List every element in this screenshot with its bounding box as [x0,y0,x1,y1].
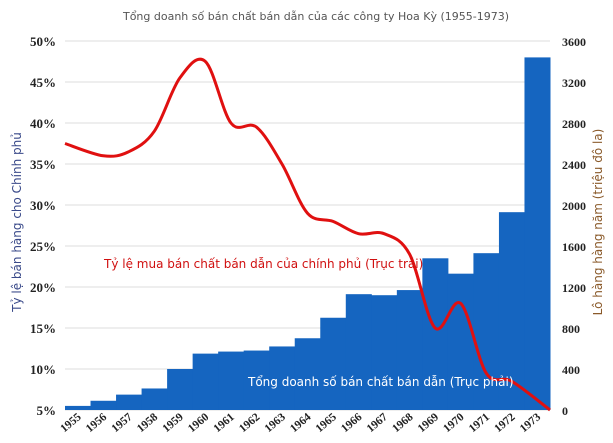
right-axis-label: Lô hàng hàng năm (triệu đô la) [591,129,605,316]
bar-1968 [396,290,423,410]
right-tick-label: 2800 [562,117,586,131]
x-tick-label: 1965 [314,411,340,435]
x-tick-label: 1960 [186,411,212,435]
x-tick-label: 1956 [84,411,110,435]
right-tick-label: 2000 [562,199,586,213]
left-tick-label: 40% [30,116,56,131]
right-axis-ticks: 0 400 800 1200 1600 2000 2400 2800 3200 3600 [562,35,586,418]
government-share-line [64,57,551,412]
x-tick-label: 1964 [288,411,314,435]
bar-1958 [141,388,168,410]
right-tick-label: 1600 [562,240,586,254]
bar-1972 [498,212,525,410]
x-tick-label: 1971 [467,411,493,435]
chart-title: Tổng doanh số bán chất bán dẫn của các c… [122,10,509,23]
bar-1963 [269,346,296,410]
x-tick-label: 1967 [365,411,391,435]
bar-1966 [345,294,372,410]
bar-1961 [218,351,245,410]
left-tick-label: 25% [30,239,56,254]
bar-1965 [320,317,347,410]
left-axis-ticks: 5% 10% 15% 20% 25% 30% 35% 40% 45% 50% [30,34,56,418]
bar-annotation: Tổng doanh số bán chất bán dẫn (Trục phả… [247,375,514,389]
x-tick-label: 1968 [390,411,416,435]
bar-1971 [473,253,500,410]
x-tick-label: 1973 [518,411,544,435]
left-tick-label: 5% [37,403,57,418]
left-tick-label: 30% [30,198,56,213]
x-tick-label: 1955 [58,411,84,435]
right-tick-label: 3600 [562,35,586,49]
right-tick-label: 0 [562,404,568,418]
grid-lines [65,40,550,411]
bar-1956 [90,400,117,410]
bar-1964 [294,338,321,410]
bar-1959 [167,369,194,410]
bar-1973 [524,57,551,411]
line-series [64,57,551,412]
left-tick-label: 45% [30,75,56,90]
left-tick-label: 35% [30,157,56,172]
x-tick-label: 1957 [109,411,135,435]
bar-1955 [65,405,92,410]
right-tick-label: 1200 [562,281,586,295]
x-tick-label: 1970 [441,411,467,435]
x-tick-label: 1963 [263,411,289,435]
bar-1967 [371,295,398,410]
left-tick-label: 50% [30,34,56,49]
x-tick-label: 1962 [237,411,263,435]
bar-series [65,57,551,411]
x-tick-label: 1961 [212,411,238,435]
x-tick-label: 1966 [339,411,365,435]
x-tick-label: 1972 [492,411,518,435]
left-tick-label: 20% [30,280,56,295]
bar-1960 [192,353,219,410]
left-tick-label: 10% [30,362,56,377]
x-axis-ticks: 1955 1956 1957 1958 1959 1960 1961 1962 1963 1964… [58,411,543,435]
right-tick-label: 2400 [562,158,586,172]
bar-1969 [422,258,449,410]
x-tick-label: 1959 [160,411,186,435]
right-tick-label: 3200 [562,76,586,90]
left-tick-label: 15% [30,321,56,336]
line-annotation: Tỷ lệ mua bán chất bán dẫn của chính phủ… [103,257,423,271]
bar-1957 [116,394,143,410]
x-tick-label: 1969 [416,411,442,435]
bar-1970 [447,273,474,410]
left-axis-label: Tỷ lệ bán hàng cho Chính phủ [10,132,24,313]
bar-1962 [243,350,270,410]
right-tick-label: 400 [562,363,580,377]
right-tick-label: 800 [562,322,580,336]
x-tick-label: 1958 [135,411,161,435]
